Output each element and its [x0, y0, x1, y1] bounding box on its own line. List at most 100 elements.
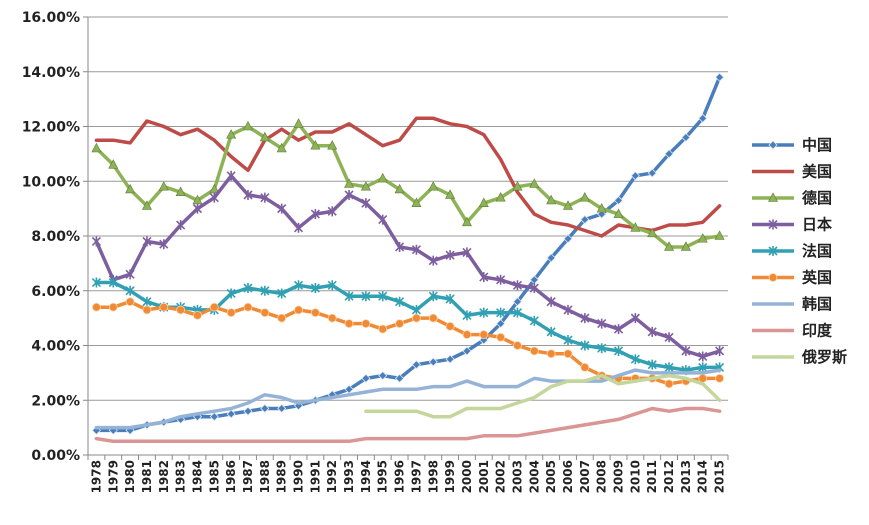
data-point: [277, 313, 287, 323]
data-point: [277, 203, 287, 214]
data-point: [563, 335, 573, 346]
series-1: [91, 72, 725, 435]
data-point: [395, 373, 405, 383]
data-point: [260, 192, 270, 203]
legend-item: 印度: [752, 322, 833, 340]
data-point: [412, 313, 421, 323]
series-5: [91, 277, 725, 376]
data-point: [579, 192, 590, 202]
y-tick-label: 10.00%: [22, 174, 80, 190]
data-point: [647, 359, 657, 370]
x-tick-label: 1981: [140, 460, 154, 493]
x-tick-label: 1995: [376, 460, 390, 493]
data-point: [597, 318, 607, 329]
data-point: [496, 319, 506, 329]
data-point: [596, 202, 607, 213]
legend-label: 日本: [802, 216, 832, 234]
data-point: [260, 285, 270, 296]
data-point: [697, 233, 708, 243]
data-point: [159, 239, 169, 250]
data-point: [142, 236, 152, 247]
data-point: [243, 302, 253, 312]
legend-label: 德国: [802, 189, 832, 207]
data-point: [344, 178, 355, 188]
data-point: [327, 140, 338, 150]
data-point: [529, 178, 540, 188]
data-point: [192, 203, 203, 214]
x-tick-label: 2006: [561, 460, 575, 493]
y-tick-label: 16.00%: [22, 10, 80, 26]
x-tick-label: 2011: [645, 460, 659, 493]
x-tick-label: 1988: [258, 460, 272, 493]
data-point: [496, 307, 506, 318]
series-line: [94, 174, 722, 359]
data-point: [293, 222, 304, 233]
data-point: [294, 305, 303, 315]
data-point: [496, 274, 506, 285]
data-point: [260, 403, 270, 414]
series-2: [94, 116, 722, 238]
data-point: [445, 354, 455, 364]
data-point: [411, 197, 422, 207]
x-tick-label: 2004: [527, 460, 541, 493]
legend-item: 德国: [752, 189, 832, 207]
data-point: [293, 280, 304, 291]
data-point: [260, 308, 270, 318]
data-point: [546, 326, 556, 337]
data-point: [125, 269, 135, 280]
data-point: [344, 319, 354, 329]
legend-label: 韩国: [802, 295, 832, 313]
series-line: [94, 122, 722, 249]
data-point: [529, 283, 539, 294]
data-point: [327, 313, 337, 323]
data-point: [462, 310, 472, 321]
x-tick-label: 1980: [123, 460, 137, 493]
x-tick-label: 1982: [157, 460, 171, 493]
x-tick-label: 2007: [578, 460, 592, 493]
x-tick-label: 1999: [443, 460, 457, 493]
data-point: [479, 330, 489, 339]
x-tick-label: 1994: [359, 460, 373, 493]
legend-label: 俄罗斯: [801, 348, 847, 366]
x-tick-label: 2008: [595, 460, 609, 493]
data-point: [209, 192, 219, 203]
data-point: [768, 192, 778, 202]
data-point: [580, 340, 590, 351]
data-point: [176, 220, 186, 231]
x-tick-label: 2003: [510, 460, 524, 493]
y-tick-label: 14.00%: [22, 65, 80, 81]
x-tick-label: 2010: [628, 460, 642, 493]
data-point: [276, 142, 287, 153]
data-point: [563, 234, 573, 244]
data-point: [91, 142, 102, 153]
data-point: [495, 192, 506, 202]
data-point: [461, 216, 472, 227]
series-3: [91, 118, 725, 251]
data-point: [681, 132, 691, 143]
data-point: [141, 200, 152, 210]
data-point: [226, 129, 237, 139]
x-tick-label: 1991: [308, 460, 322, 493]
x-tick-label: 2015: [713, 460, 727, 493]
data-point: [563, 200, 573, 210]
data-point: [428, 313, 438, 323]
data-point: [445, 321, 455, 331]
series-8: [94, 406, 722, 444]
data-point: [361, 291, 371, 302]
legend-label: 中国: [802, 136, 832, 154]
data-point: [664, 149, 674, 159]
series-7: [94, 368, 722, 430]
data-point: [664, 332, 674, 343]
data-point: [445, 189, 456, 199]
data-point: [175, 186, 186, 196]
data-point: [277, 403, 287, 414]
data-point: [378, 324, 388, 334]
y-tick-label: 6.00%: [31, 284, 80, 300]
data-point: [411, 360, 421, 370]
series-line: [94, 406, 722, 444]
legend-item: 美国: [752, 163, 832, 181]
series-4: [91, 170, 725, 362]
data-point: [243, 120, 253, 131]
data-point: [310, 140, 321, 150]
data-point: [378, 371, 388, 381]
